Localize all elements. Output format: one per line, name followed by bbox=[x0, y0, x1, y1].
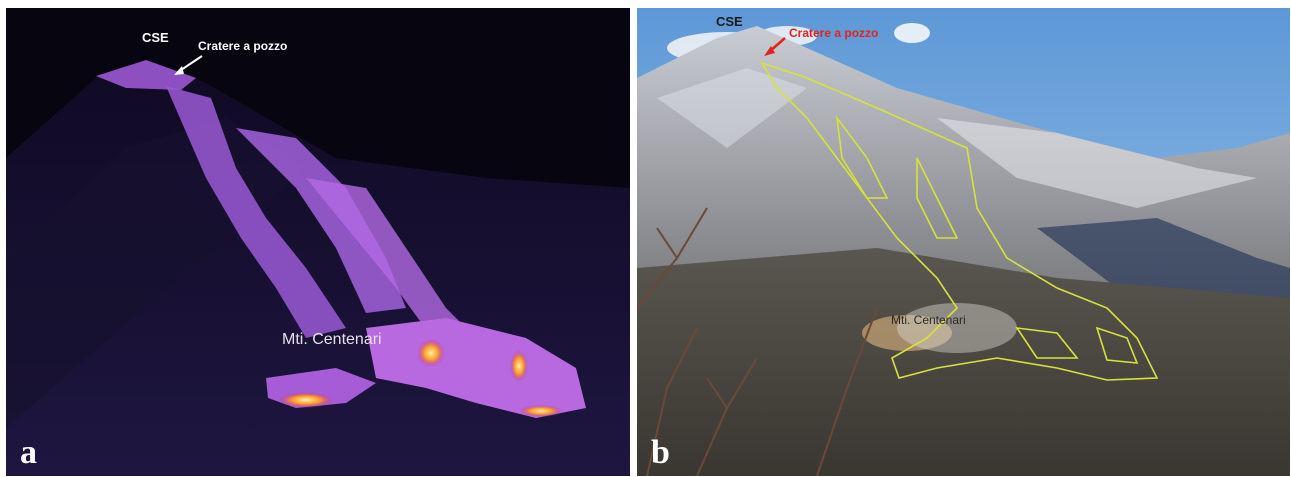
summit-label: CSE bbox=[142, 30, 169, 45]
photo-panel: CSE Cratere a pozzo Mti. Centenari b bbox=[637, 8, 1290, 476]
crater-label: Cratere a pozzo bbox=[198, 39, 288, 53]
panel-letter: b bbox=[651, 434, 670, 471]
thermal-image bbox=[6, 8, 630, 476]
landscape-photo bbox=[637, 8, 1290, 476]
summit-label: CSE bbox=[716, 14, 743, 29]
crater-label: Cratere a pozzo bbox=[789, 26, 879, 40]
panel-letter: a bbox=[20, 434, 37, 471]
cones-label: Mti. Centenari bbox=[891, 313, 966, 327]
cones-label: Mti. Centenari bbox=[282, 331, 382, 348]
thermal-image-panel: CSE Cratere a pozzo Mti. Centenari a bbox=[6, 8, 630, 476]
